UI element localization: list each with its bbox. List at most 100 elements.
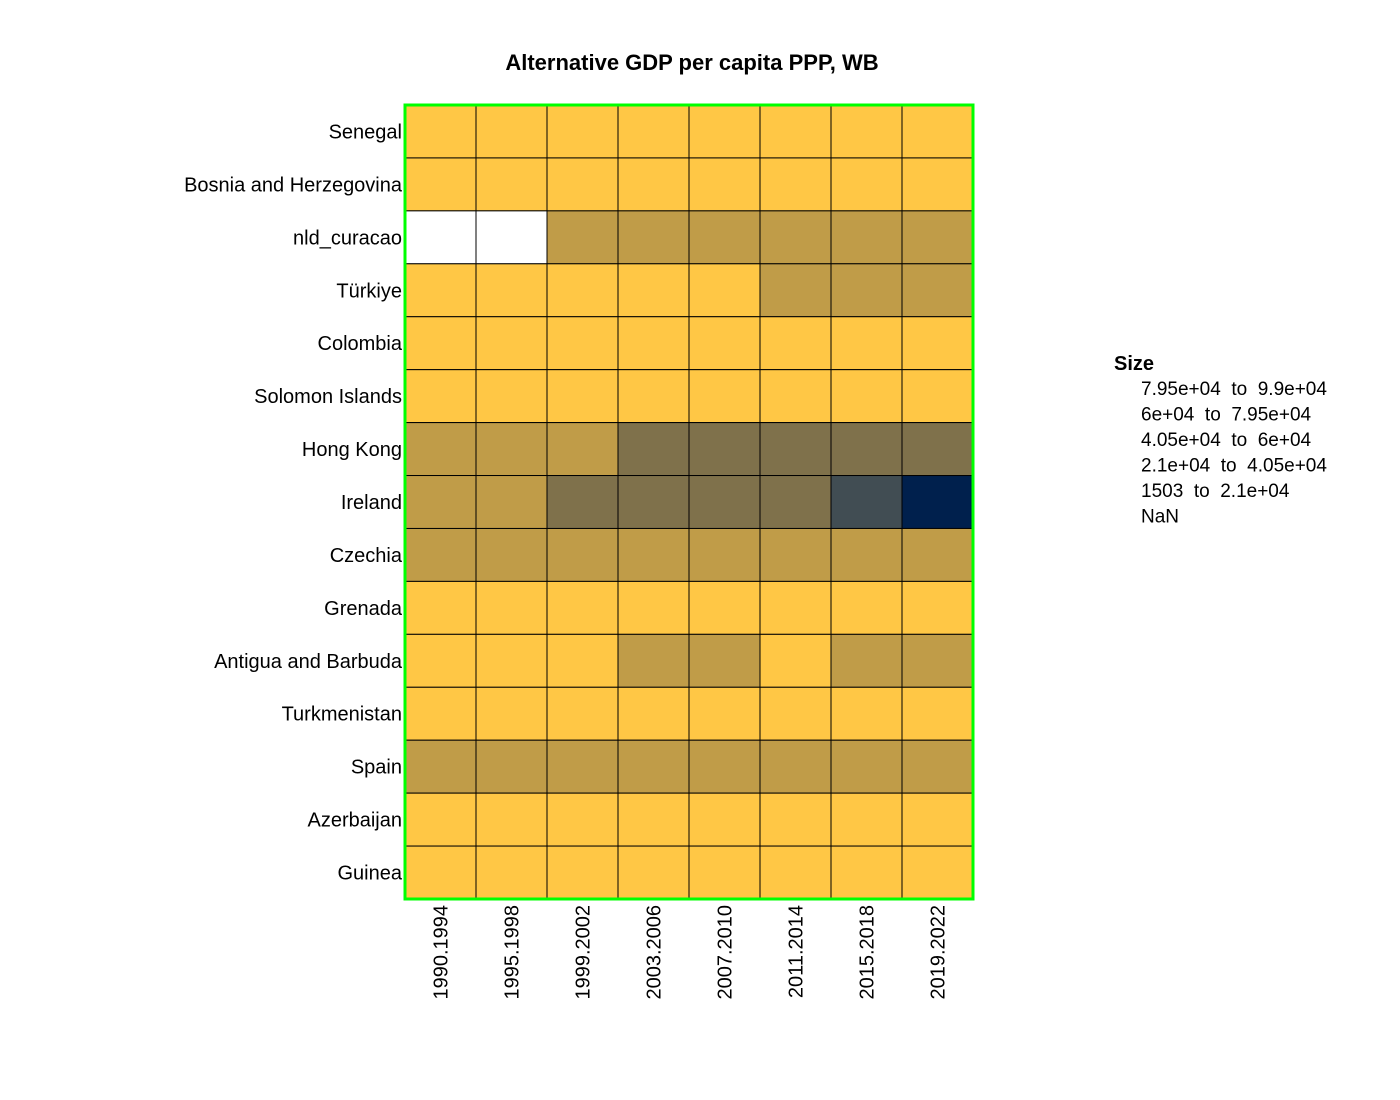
heatmap-cell — [830, 369, 903, 424]
heatmap-cell — [688, 157, 761, 212]
heatmap-cell — [759, 686, 832, 741]
heatmap-cell — [404, 210, 477, 265]
heatmap-cell — [404, 527, 477, 582]
heatmap-cell — [404, 104, 477, 159]
heatmap-cell — [688, 369, 761, 424]
row-label: Antigua and Barbuda — [214, 651, 403, 673]
heatmap-cell — [475, 475, 548, 529]
column-label: 1999.2002 — [573, 905, 595, 1000]
heatmap-cell — [617, 369, 690, 424]
heatmap-cell — [404, 369, 477, 424]
heatmap-cell — [546, 316, 619, 371]
legend-item: 4.05e+04 to 6e+04 — [1141, 430, 1312, 451]
heatmap-cell — [830, 739, 903, 794]
heatmap-cell — [830, 580, 903, 635]
heatmap-cell — [759, 104, 832, 159]
heatmap-cell — [475, 686, 548, 741]
row-label: Grenada — [324, 598, 403, 620]
heatmap-cell — [475, 104, 548, 159]
heatmap-cell — [901, 316, 974, 371]
heatmap-cell — [901, 792, 974, 847]
heatmap-cell — [759, 369, 832, 424]
heatmap-cell — [688, 422, 761, 477]
heatmap-cell — [759, 527, 832, 582]
heatmap-cell — [688, 686, 761, 741]
heatmap-cell — [617, 580, 690, 635]
heatmap-cell — [901, 157, 974, 212]
heatmap-cell — [475, 580, 548, 635]
heatmap-cell — [688, 104, 761, 159]
legend-item: NaN — [1141, 507, 1179, 528]
heatmap-cell — [404, 475, 477, 529]
heatmap-cell — [901, 739, 974, 794]
heatmap-cell — [759, 845, 832, 900]
heatmap-cell — [475, 422, 548, 477]
heatmap-cell — [830, 845, 903, 900]
legend-title: Size — [1114, 353, 1154, 375]
column-label: 2003.2006 — [644, 905, 666, 1000]
plot-frame — [403, 103, 975, 901]
heatmap-cell — [617, 157, 690, 212]
heatmap-cell — [617, 263, 690, 318]
heatmap-cell — [546, 104, 619, 159]
row-labels: Senegal Bosnia and Herzegovina nld_curacao… — [184, 121, 403, 884]
heatmap-cell — [830, 316, 903, 371]
heatmap-cell — [546, 633, 619, 688]
heatmap-cell — [759, 210, 832, 265]
heatmap-cell — [830, 527, 903, 582]
column-label: 2015.2018 — [857, 905, 879, 1000]
heatmap-cell — [901, 580, 974, 635]
heatmap-cell — [404, 157, 477, 212]
column-label: 1990.1994 — [431, 905, 453, 1000]
heatmap-cell — [546, 210, 619, 265]
heatmap-cell — [475, 369, 548, 424]
heatmap-cell — [901, 422, 974, 477]
heatmap-cell — [830, 422, 903, 477]
heatmap-cell — [475, 792, 548, 847]
heatmap-cell — [546, 422, 619, 477]
heatmap-cell — [617, 104, 690, 159]
heatmap-cell — [404, 580, 477, 635]
heatmap-cell — [901, 369, 974, 424]
row-label: Spain — [351, 757, 402, 779]
row-label: nld_curacao — [293, 227, 402, 249]
heatmap-cell — [404, 316, 477, 371]
column-label: 2007.2010 — [715, 905, 737, 1000]
heatmap-cell — [475, 845, 548, 900]
heatmap-cell — [617, 792, 690, 847]
heatmap-cell — [475, 316, 548, 371]
column-label: 2011.2014 — [786, 905, 808, 998]
column-label: 2019.2022 — [928, 905, 950, 1000]
row-label: Solomon Islands — [254, 386, 402, 408]
heatmap-cell — [830, 475, 903, 529]
heatmap-cell — [688, 527, 761, 582]
heatmap-cell — [901, 686, 974, 741]
heatmap-cell — [688, 792, 761, 847]
heatmap-cell — [617, 633, 690, 688]
heatmap-cell — [688, 739, 761, 794]
row-label: Turkmenistan — [282, 704, 402, 726]
heatmap-cell — [688, 263, 761, 318]
heatmap-cell — [404, 422, 477, 477]
heatmap-cell — [901, 210, 974, 265]
heatmap-cell — [617, 316, 690, 371]
heatmap-cell — [759, 792, 832, 847]
row-label: Hong Kong — [302, 439, 402, 461]
legend: Size 7.95e+04 to 9.9e+04 6e+04 to 7.95e+0… — [1114, 353, 1327, 528]
heatmap-cell — [830, 792, 903, 847]
heatmap-cell — [546, 792, 619, 847]
heatmap-cell — [688, 580, 761, 635]
heatmap-cell — [546, 845, 619, 900]
legend-items: 7.95e+04 to 9.9e+04 6e+04 to 7.95e+04 4.05… — [1141, 379, 1327, 528]
heatmap-cell — [546, 527, 619, 582]
heatmap-cell — [475, 633, 548, 688]
heatmap-cell — [404, 686, 477, 741]
column-label: 1995.1998 — [502, 905, 524, 1000]
heatmap-cell — [475, 263, 548, 318]
heatmap-cell — [688, 475, 761, 529]
heatmap-cell — [404, 633, 477, 688]
heatmap-cell — [830, 157, 903, 212]
heatmap-cell — [759, 633, 832, 688]
heatmap-cell — [546, 263, 619, 318]
